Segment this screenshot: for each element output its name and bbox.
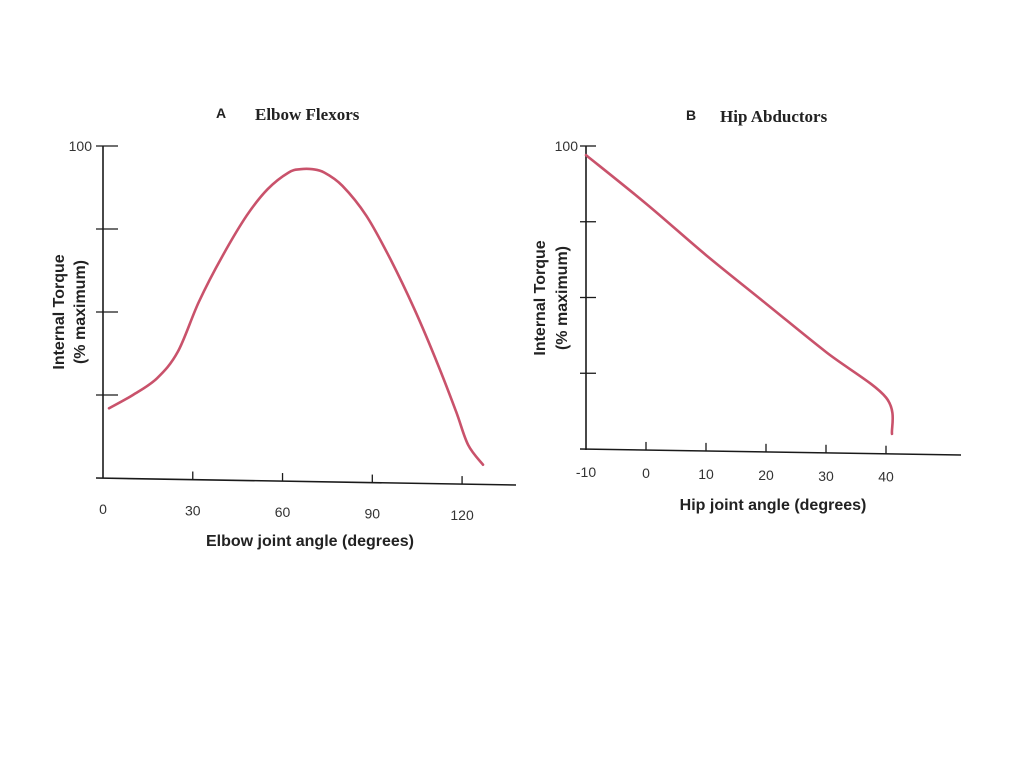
x-tick-labels-a: 0 30 60 90 120 <box>99 501 474 523</box>
y-tick-labels-b: 100 <box>555 138 579 154</box>
chart-hip-abductors: B Hip Abductors -10 0 10 20 30 40 100 Hip joi… <box>532 107 962 514</box>
y-tick-label: 100 <box>69 138 93 154</box>
x-tick-label: 90 <box>365 506 381 522</box>
x-ticks-b <box>645 441 887 454</box>
y-axis-subtitle-b: (% maximum) <box>554 246 571 350</box>
x-ticks-a <box>192 471 463 485</box>
chart-title-b: Hip Abductors <box>720 107 828 126</box>
x-tick-label: 20 <box>758 467 774 483</box>
x-tick-label: -10 <box>576 464 596 480</box>
x-tick-label: 60 <box>275 504 291 520</box>
x-axis-title-a: Elbow joint angle (degrees) <box>206 533 414 550</box>
x-tick-label: 0 <box>99 501 107 517</box>
x-tick-label: 120 <box>450 507 474 523</box>
chart-title-a: Elbow Flexors <box>255 105 360 124</box>
x-tick-label: 40 <box>878 469 894 485</box>
x-axis-b <box>579 448 962 456</box>
panel-label-a: A <box>216 105 226 121</box>
chart-elbow-flexors: A Elbow Flexors 0 30 60 90 120 100 Elbow joi… <box>51 105 517 550</box>
x-tick-label: 30 <box>818 468 834 484</box>
y-ticks-b <box>580 145 596 374</box>
series-line-a <box>107 167 485 466</box>
y-axis-subtitle-a: (% maximum) <box>72 260 89 364</box>
y-ticks-a <box>96 145 118 396</box>
y-tick-label: 100 <box>555 138 579 154</box>
x-axis-title-b: Hip joint angle (degrees) <box>680 497 867 514</box>
x-tick-label: 10 <box>698 466 714 482</box>
panel-label-b: B <box>686 107 696 123</box>
y-axis-title-b: Internal Torque <box>532 240 549 355</box>
x-tick-label: 0 <box>642 465 650 481</box>
x-tick-label: 30 <box>185 503 201 519</box>
series-line-b <box>584 153 895 436</box>
x-tick-labels-b: -10 0 10 20 30 40 <box>576 464 894 485</box>
x-axis-a <box>95 477 517 486</box>
y-axis-title-a: Internal Torque <box>51 254 68 369</box>
y-tick-labels-a: 100 <box>69 138 93 154</box>
